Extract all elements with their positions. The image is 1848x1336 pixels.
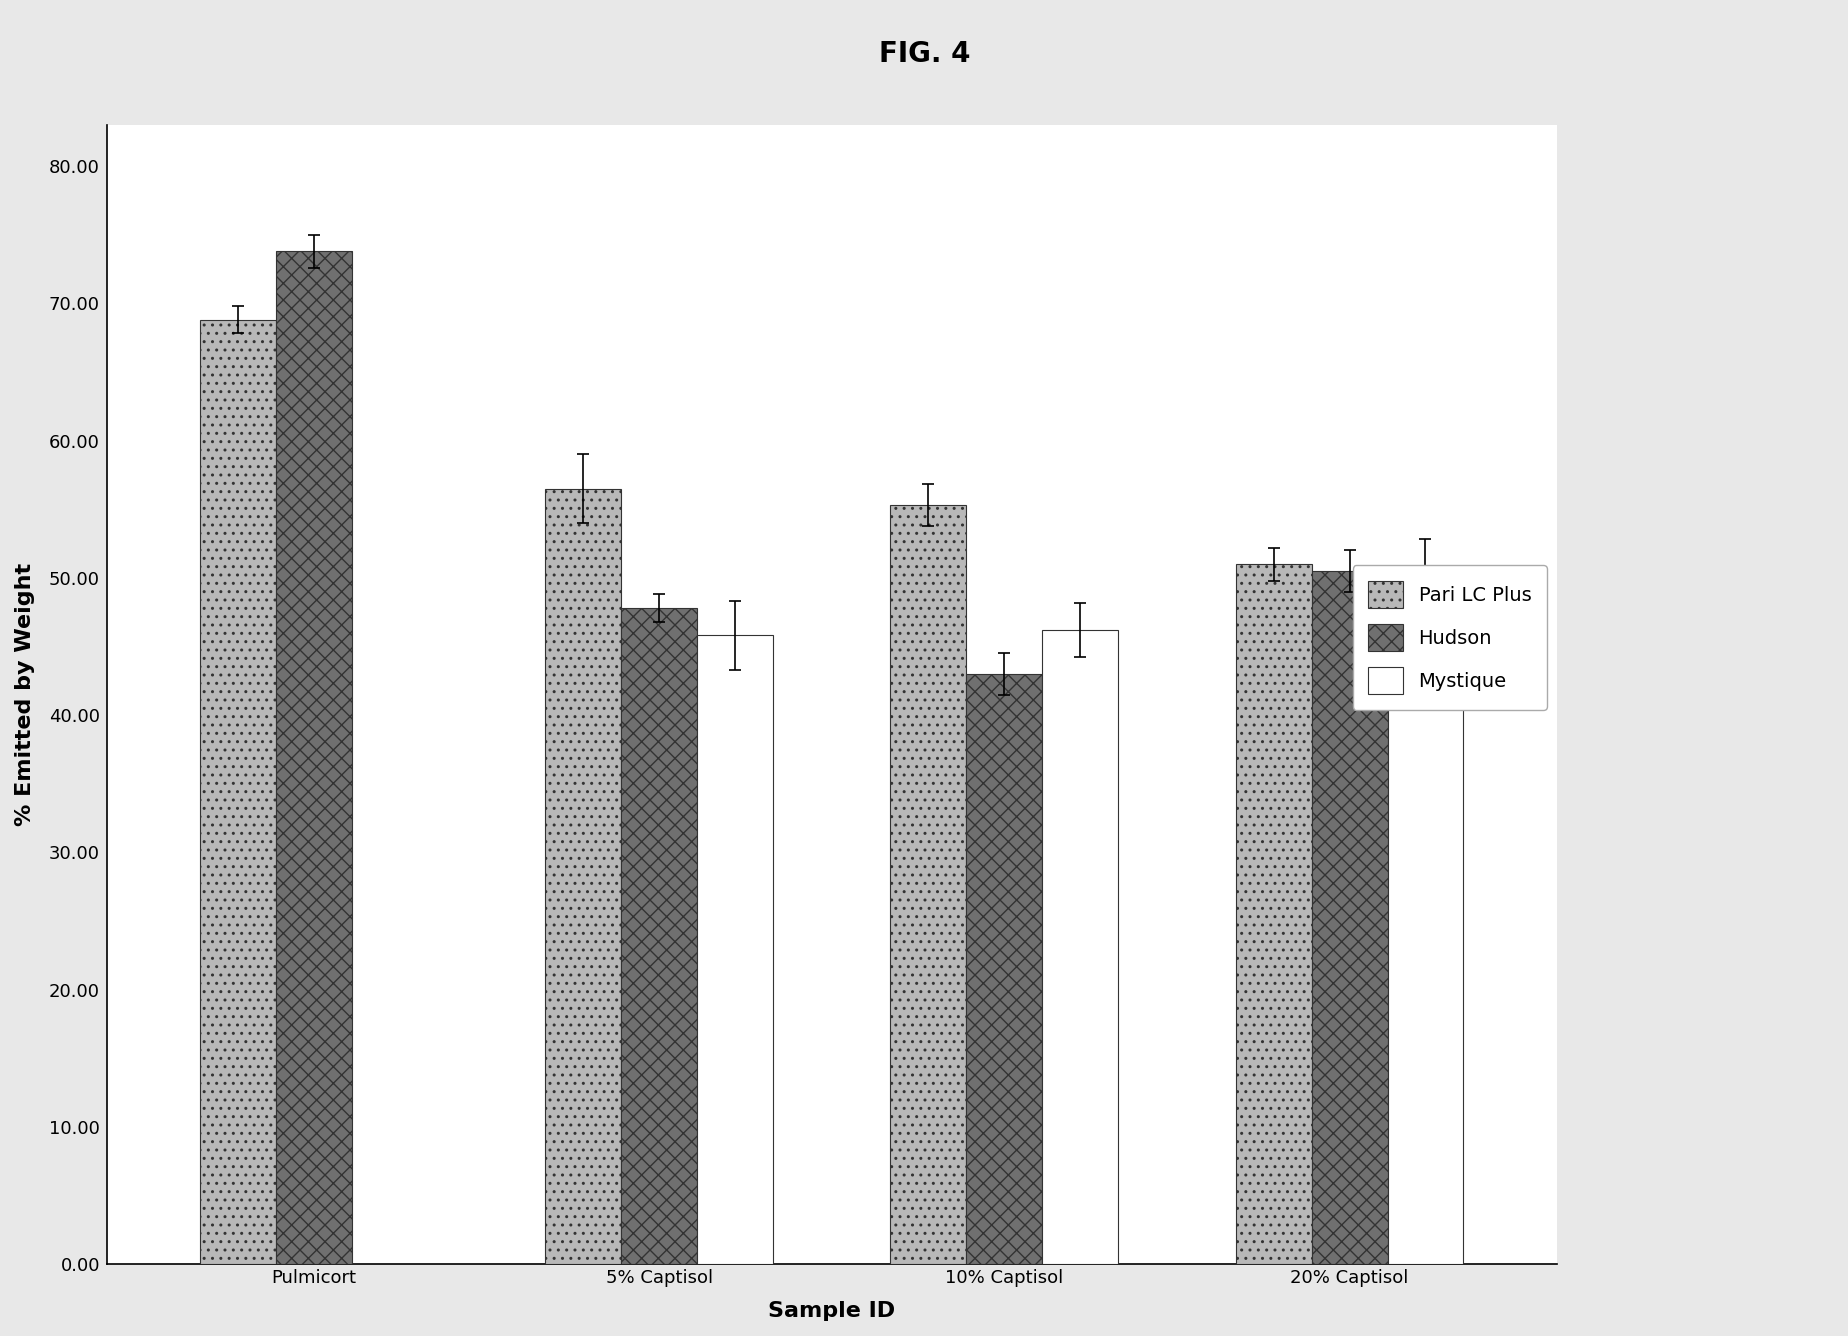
Bar bbox=[545, 489, 621, 1264]
Bar bbox=[275, 251, 351, 1264]
Legend: Pari LC Plus, Hudson, Mystique: Pari LC Plus, Hudson, Mystique bbox=[1351, 565, 1547, 709]
X-axis label: Sample ID: Sample ID bbox=[767, 1301, 894, 1321]
Bar bbox=[621, 608, 697, 1264]
Bar bbox=[1042, 631, 1118, 1264]
Text: FIG. 4: FIG. 4 bbox=[878, 40, 970, 68]
Bar bbox=[697, 636, 772, 1264]
Bar bbox=[1386, 573, 1462, 1264]
Bar bbox=[967, 673, 1042, 1264]
Bar bbox=[1310, 570, 1386, 1264]
Bar bbox=[891, 505, 967, 1264]
Bar bbox=[200, 319, 275, 1264]
Bar bbox=[1234, 564, 1310, 1264]
Y-axis label: % Emitted by Weight: % Emitted by Weight bbox=[15, 562, 35, 826]
